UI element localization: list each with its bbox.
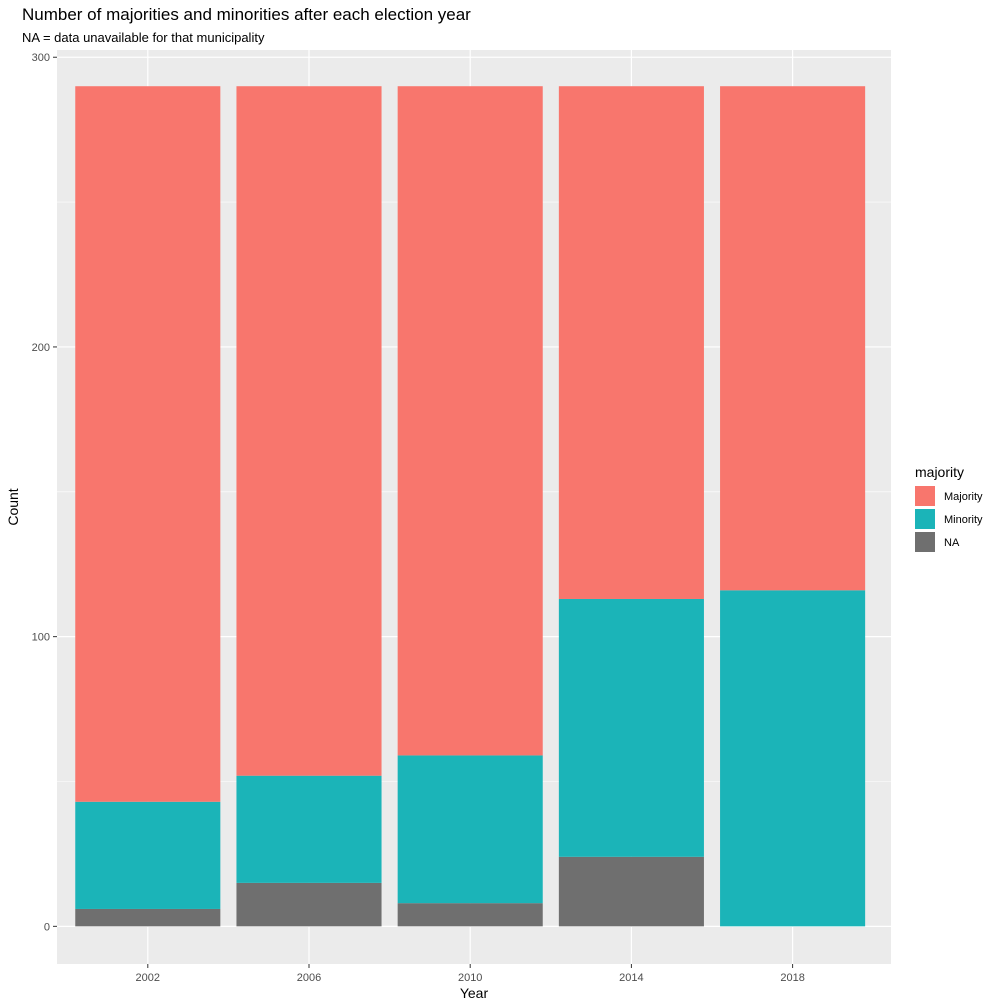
bar-minority-2006	[236, 775, 382, 883]
x-tick-label: 2010	[458, 972, 482, 984]
legend-label-minority: Minority	[944, 514, 983, 526]
legend-label-na: NA	[944, 537, 960, 549]
x-tick-label: 2014	[619, 972, 643, 984]
bar-minority-2014	[558, 598, 704, 857]
bar-majority-2002	[75, 86, 221, 802]
bar-na-2006	[236, 882, 382, 927]
bars	[75, 86, 866, 927]
y-tick-label: 0	[44, 921, 50, 933]
x-tick-label: 2006	[297, 972, 321, 984]
bar-majority-2014	[558, 86, 704, 599]
y-tick-label: 200	[32, 342, 50, 354]
y-tick-label: 300	[32, 52, 50, 64]
bar-minority-2010	[397, 755, 543, 904]
legend-key-minority	[915, 509, 935, 529]
bar-majority-2010	[397, 86, 543, 756]
y-axis-title: Count	[5, 488, 21, 525]
bar-minority-2018	[720, 590, 866, 927]
x-axis-title: Year	[460, 985, 489, 1001]
legend-label-majority: Majority	[944, 491, 983, 503]
legend-title: majority	[915, 464, 964, 480]
bar-minority-2002	[75, 801, 221, 909]
bar-na-2014	[558, 856, 704, 927]
chart-title: Number of majorities and minorities afte…	[22, 5, 471, 24]
bar-na-2010	[397, 903, 543, 927]
legend-key-majority	[915, 486, 935, 506]
x-tick-label: 2002	[136, 972, 160, 984]
y-tick-label: 100	[32, 632, 50, 644]
chart-subtitle: NA = data unavailable for that municipal…	[22, 30, 265, 45]
legend: majority Majority Minority NA	[915, 464, 983, 552]
y-axis: 0 100 200 300	[32, 52, 57, 933]
x-tick-label: 2018	[780, 972, 804, 984]
x-axis: 2002 2006 2010 2014 2018	[136, 964, 805, 984]
legend-key-na	[915, 532, 935, 552]
bar-majority-2018	[720, 86, 866, 591]
bar-majority-2006	[236, 86, 382, 776]
bar-na-2002	[75, 908, 221, 927]
